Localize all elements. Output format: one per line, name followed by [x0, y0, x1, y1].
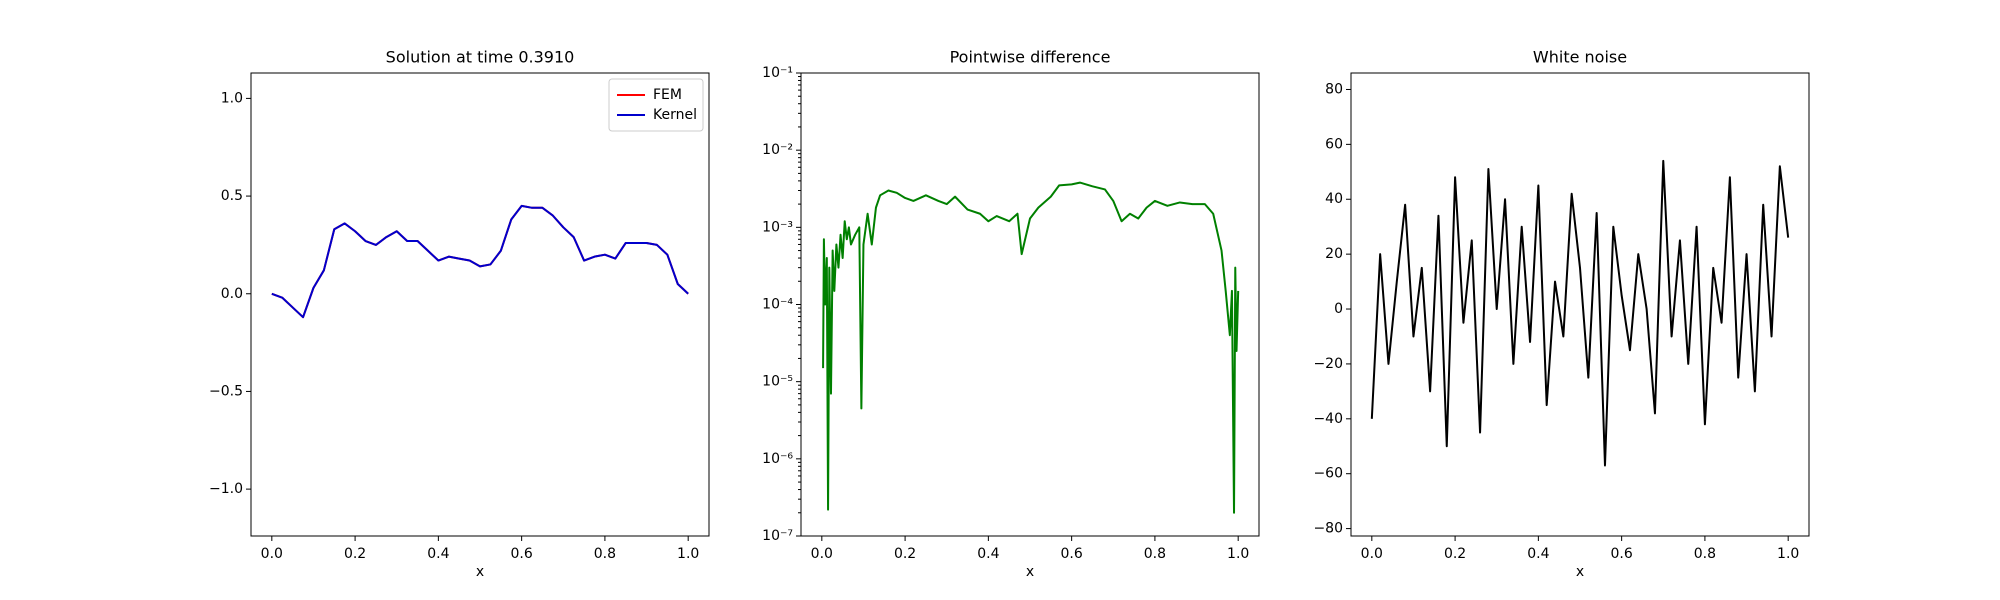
chart-title: Pointwise difference	[950, 48, 1111, 67]
legend-label: Kernel	[653, 107, 697, 123]
x-tick-label: 0.2	[1444, 546, 1466, 562]
y-tick-label: −60	[1313, 466, 1343, 482]
axes-frame	[250, 72, 710, 537]
x-tick-label: 0.6	[511, 546, 533, 562]
y-tick-label: 0	[1334, 301, 1343, 317]
x-tick-label: 0.4	[1527, 546, 1549, 562]
x-tick-label: 0.8	[1694, 546, 1716, 562]
series-line	[822, 181, 1240, 514]
axes-frame	[800, 72, 1260, 537]
x-tick-label: 0.8	[594, 546, 616, 562]
legend-label: FEM	[653, 87, 682, 103]
x-axis-label: x	[1026, 564, 1034, 580]
y-tick-label: 80	[1325, 81, 1343, 97]
y-tick-label: 1.0	[221, 90, 243, 106]
y-tick-label: −80	[1313, 521, 1343, 537]
x-tick-label: 0.0	[261, 546, 283, 562]
x-tick-label: 0.0	[1361, 546, 1383, 562]
legend-box	[608, 78, 704, 132]
y-tick-label: 10⁻¹	[762, 65, 793, 81]
y-tick-label: 0.0	[221, 286, 243, 302]
series-line	[271, 204, 689, 319]
y-tick-label: 10⁻⁵	[762, 374, 793, 390]
x-axis-label: x	[476, 564, 484, 580]
x-tick-label: 0.4	[427, 546, 449, 562]
y-tick-label: 10⁻²	[762, 142, 793, 158]
x-tick-label: 0.4	[977, 546, 999, 562]
y-tick-label: 10⁻⁷	[762, 528, 793, 544]
chart-title: White noise	[1533, 48, 1627, 67]
panel: Solution at time 0.3910 x 0.0 0.2 0.4 0.6 0.8 1…	[209, 48, 710, 580]
y-tick-label: 10⁻⁶	[762, 451, 793, 467]
axes-frame	[1350, 72, 1810, 537]
y-tick-label: 40	[1325, 191, 1343, 207]
x-tick-label: 1.0	[1227, 546, 1249, 562]
y-tick-label: −1.0	[209, 481, 243, 497]
y-tick-label: 0.5	[221, 188, 243, 204]
y-tick-label: −20	[1313, 356, 1343, 372]
x-tick-label: 0.2	[344, 546, 366, 562]
x-tick-label: 0.6	[1611, 546, 1633, 562]
x-axis-label: x	[1576, 564, 1584, 580]
y-tick-label: 10⁻⁴	[762, 297, 793, 313]
series-line	[1370, 159, 1790, 467]
panel: White noise x 0.0 0.2 0.4 0.6 0.8 1.0 −80 −60 −40 −…	[1313, 48, 1810, 580]
series-line	[271, 204, 689, 319]
x-tick-label: 0.2	[894, 546, 916, 562]
x-tick-label: 0.0	[811, 546, 833, 562]
y-tick-label: 20	[1325, 246, 1343, 262]
x-tick-label: 1.0	[1777, 546, 1799, 562]
panel: Pointwise difference x 0.0 0.2 0.4 0.6 0.8 1.0 1…	[762, 48, 1260, 580]
x-tick-label: 1.0	[677, 546, 699, 562]
x-tick-label: 0.6	[1061, 546, 1083, 562]
y-tick-label: −40	[1313, 411, 1343, 427]
chart-title: Solution at time 0.3910	[386, 48, 575, 67]
y-tick-label: 60	[1325, 136, 1343, 152]
x-tick-label: 0.8	[1144, 546, 1166, 562]
y-tick-label: 10⁻³	[762, 219, 793, 235]
y-tick-label: −0.5	[209, 383, 243, 399]
